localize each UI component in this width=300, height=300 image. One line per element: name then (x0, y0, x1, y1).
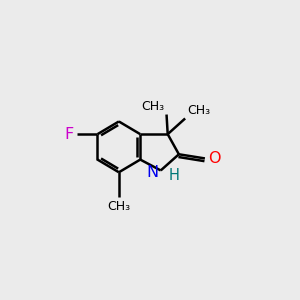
Text: N: N (147, 165, 159, 180)
Text: CH₃: CH₃ (107, 200, 130, 212)
Text: F: F (64, 127, 74, 142)
Text: CH₃: CH₃ (187, 104, 210, 117)
Text: H: H (169, 168, 180, 183)
Text: O: O (208, 151, 220, 166)
Text: CH₃: CH₃ (141, 100, 164, 113)
